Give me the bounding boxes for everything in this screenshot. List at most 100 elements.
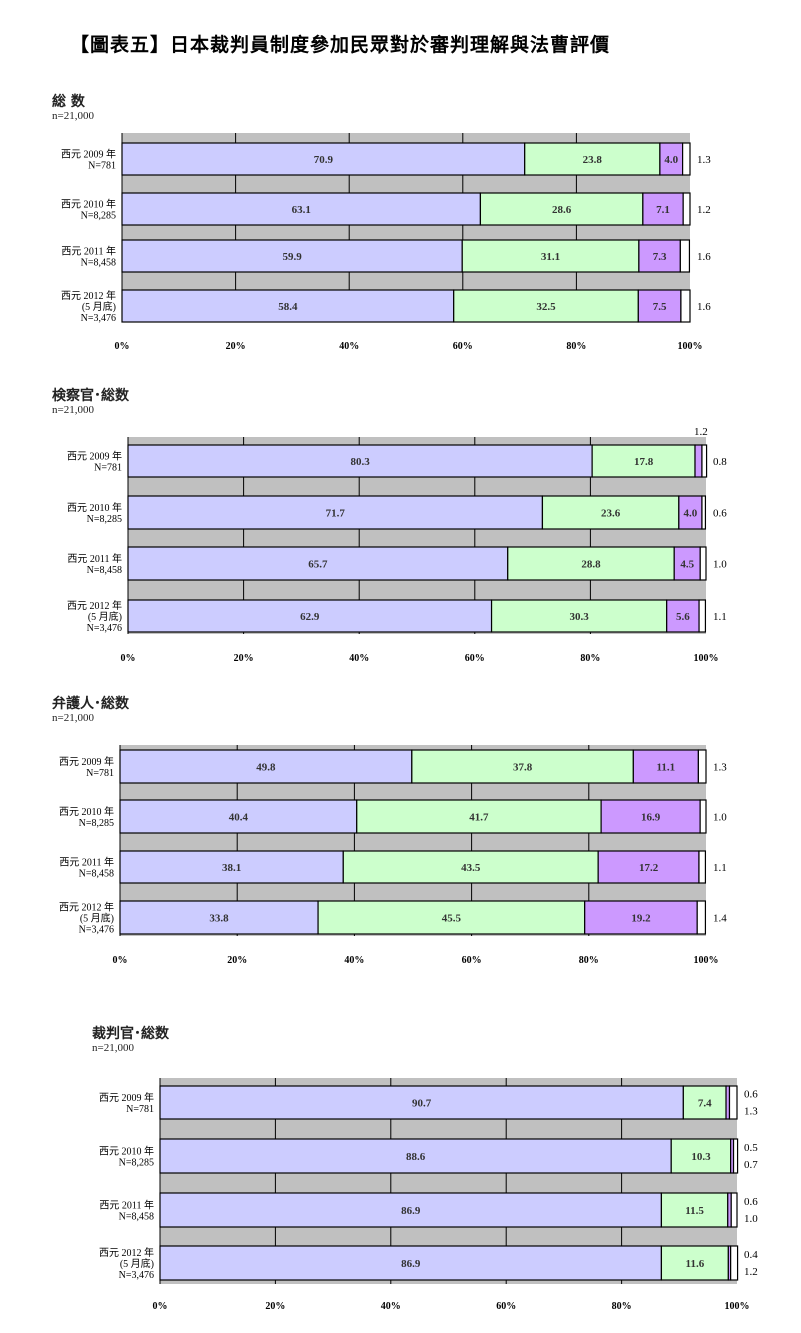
data-label: 11.6: [686, 1258, 705, 1270]
bar-segment-3: [632, 749, 699, 784]
category-label: 西元 2009 年: [67, 450, 122, 463]
bar-segment-3: [673, 546, 701, 581]
bar-segment-4: [699, 799, 707, 834]
bar-segment-2: [541, 495, 680, 530]
category-label: (5 月底): [82, 300, 116, 313]
data-label: 19.2: [631, 913, 651, 925]
bar-segment-3: [637, 289, 682, 323]
bar-segment-2: [461, 239, 640, 273]
data-label: 40.4: [229, 812, 249, 824]
bar-segment-4: [701, 444, 708, 478]
data-label: 23.6: [601, 508, 621, 520]
bar-segment-4: [701, 495, 707, 530]
bar-segment-3: [694, 444, 703, 478]
x-tick-label: 60%: [465, 653, 485, 664]
bar-segment-3: [638, 239, 681, 273]
data-label: 17.8: [634, 456, 654, 468]
x-tick-label: 80%: [579, 955, 599, 966]
x-tick-label: 0%: [113, 955, 128, 966]
x-tick-label: 40%: [339, 341, 359, 352]
bar-segment-2: [591, 444, 696, 478]
bar-segment-1: [127, 495, 544, 530]
category-label: 西元 2010 年: [61, 198, 116, 211]
chart-3: 弁護人･総数n=21,000 0% 20% 40% 60% 80% 100% 西元 2009 …: [52, 695, 727, 966]
bar-segment-2: [479, 192, 644, 226]
x-tick-label: 0%: [115, 341, 130, 352]
category-label: 西元 2011 年: [99, 1199, 154, 1212]
bar-segment-1: [159, 1192, 663, 1228]
data-label-outside: 1.3: [697, 154, 711, 166]
main-title: 【圖表五】日本裁判員制度參加民眾對於審判理解與法曹評價: [70, 34, 611, 56]
data-label: 88.6: [406, 1151, 426, 1163]
data-label: 38.1: [222, 862, 241, 874]
category-label: (5 月底): [80, 912, 114, 925]
data-label: 80.3: [350, 456, 370, 468]
data-label: 62.9: [300, 611, 320, 623]
category-label: 西元 2009 年: [99, 1091, 154, 1104]
chart-subtitle: n=21,000: [52, 110, 94, 122]
category-label: N=8,458: [119, 1212, 154, 1223]
bar-segment-2: [670, 1138, 732, 1174]
data-label-outside: 1.0: [713, 559, 727, 571]
x-tick-label: 40%: [349, 653, 369, 664]
chart-subtitle: n=21,000: [52, 712, 94, 724]
data-label: 10.3: [691, 1151, 711, 1163]
chart-2: 検察官･総数n=21,000 0% 20% 40% 60% 80% 100% 西元 2009 …: [52, 387, 727, 664]
bar-segment-1: [119, 850, 344, 884]
bar-segment-2: [411, 749, 634, 784]
data-label: 30.3: [570, 611, 590, 623]
bar-segment-2: [660, 1245, 729, 1281]
x-tick-label: 80%: [612, 1301, 632, 1312]
data-label-outside: 1.0: [744, 1213, 758, 1225]
data-label: 4.5: [680, 559, 694, 571]
data-label: 65.7: [308, 559, 328, 571]
bar-segment-3: [584, 900, 698, 935]
category-label: N=3,476: [119, 1270, 154, 1281]
category-label: N=781: [126, 1104, 154, 1115]
data-label-outside: 1.6: [697, 301, 711, 313]
category-label: 西元 2009 年: [59, 755, 114, 768]
bar-segment-4: [730, 1192, 738, 1228]
bar-segment-1: [159, 1138, 672, 1174]
x-tick-label: 80%: [566, 341, 586, 352]
chart-subtitle: n=21,000: [52, 404, 94, 416]
data-label-outside: 0.6: [713, 508, 727, 520]
x-tick-label: 0%: [153, 1301, 168, 1312]
data-label: 43.5: [461, 862, 481, 874]
data-label: 16.9: [641, 812, 661, 824]
data-label: 4.0: [684, 508, 698, 520]
x-tick-label: 100%: [694, 653, 719, 664]
data-label-outside: 1.3: [713, 762, 727, 774]
data-label-outside: 0.6: [744, 1089, 758, 1101]
data-label: 86.9: [401, 1258, 421, 1270]
category-label: 西元 2012 年: [61, 289, 116, 302]
bar-segment-2: [453, 289, 639, 323]
data-label: 70.9: [314, 154, 334, 166]
chart-title: 検察官･総数: [52, 387, 130, 404]
data-label-outside: 1.1: [713, 611, 727, 623]
data-label: 71.7: [326, 508, 346, 520]
bar-segment-1: [119, 799, 358, 834]
bar-segment-2: [317, 900, 586, 935]
x-tick-label: 60%: [453, 341, 473, 352]
category-label: 西元 2011 年: [67, 552, 122, 565]
data-label-outside: 1.1: [713, 862, 727, 874]
category-label: 西元 2011 年: [61, 245, 116, 258]
category-label: 西元 2012 年: [59, 901, 114, 914]
x-tick-label: 20%: [226, 341, 246, 352]
x-tick-label: 100%: [725, 1301, 750, 1312]
data-label: 11.1: [657, 762, 676, 774]
data-label-outside: 0.4: [744, 1249, 758, 1261]
data-label-outside: 1.4: [713, 913, 727, 925]
data-label: 90.7: [412, 1098, 432, 1110]
bar-segment-1: [127, 546, 509, 581]
bar-segment-4: [728, 1085, 738, 1120]
data-label: 7.1: [656, 204, 670, 216]
x-tick-label: 20%: [234, 653, 254, 664]
category-label: N=8,458: [81, 258, 116, 269]
data-label-outside: 1.3: [744, 1106, 758, 1118]
x-tick-label: 100%: [694, 955, 719, 966]
category-label: (5 月底): [120, 1257, 154, 1270]
x-tick-label: 20%: [265, 1301, 285, 1312]
data-label-outside: 1.2: [744, 1266, 758, 1278]
